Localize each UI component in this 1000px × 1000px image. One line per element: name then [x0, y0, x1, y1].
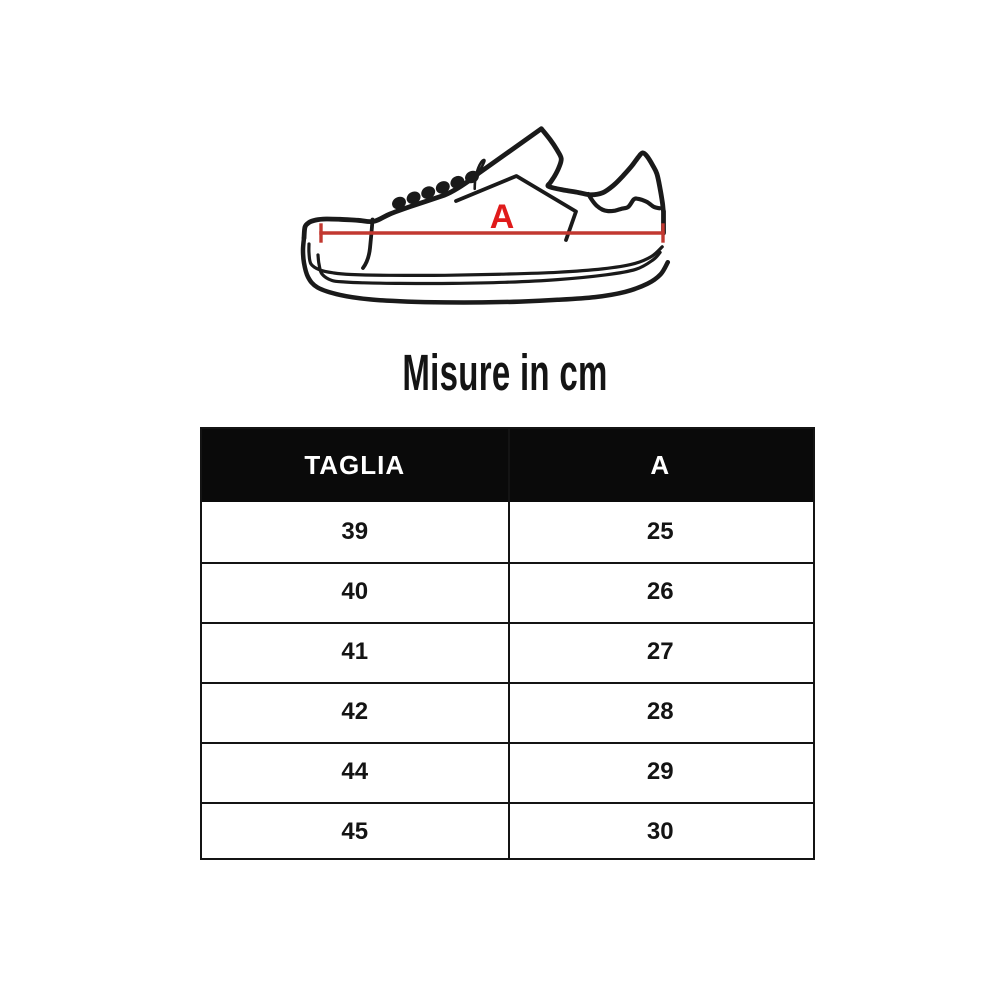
svg-text:A: A	[490, 198, 515, 236]
svg-text:Misure in cm: Misure in cm	[402, 345, 607, 402]
